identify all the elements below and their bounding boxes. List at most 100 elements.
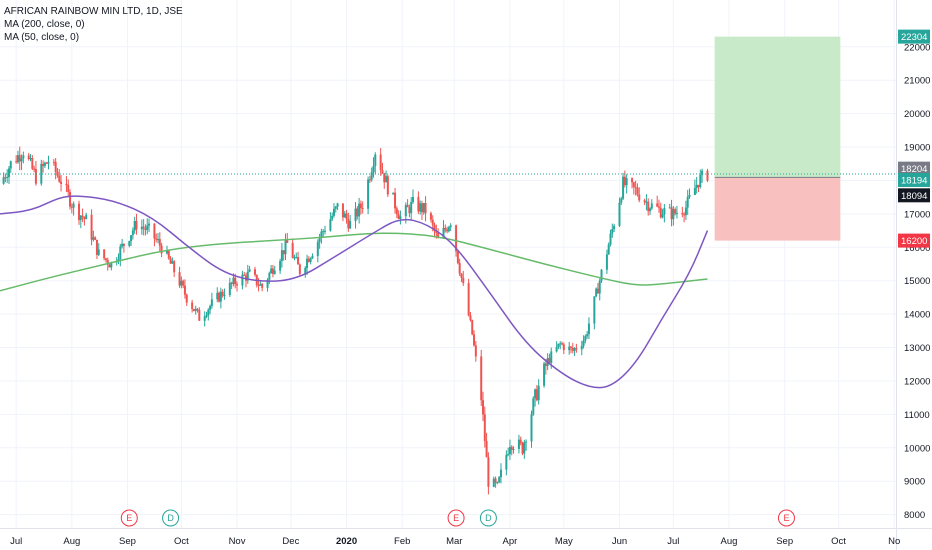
- candle-body: [196, 308, 199, 310]
- candle-body: [67, 184, 70, 193]
- candle-body: [406, 204, 409, 208]
- event-circle: [479, 509, 497, 527]
- price-tick-label: 20000: [904, 109, 930, 120]
- candle-body: [657, 206, 660, 208]
- ma50-legend[interactable]: MA (50, close, 0): [4, 32, 80, 43]
- candle-body: [361, 207, 364, 209]
- candle-body: [480, 356, 483, 401]
- candle-body: [167, 250, 170, 259]
- candle-body: [706, 170, 709, 181]
- candle-body: [198, 309, 201, 321]
- candle-body: [632, 182, 635, 187]
- candle-body: [485, 441, 488, 458]
- candle-body: [600, 269, 603, 281]
- price-tick-label: 17000: [904, 209, 930, 220]
- candle-body: [408, 207, 411, 214]
- symbol-title[interactable]: AFRICAN RAINBOW MIN LTD, 1D, JSE: [4, 6, 183, 17]
- candle-body: [121, 243, 124, 247]
- candle-body: [306, 258, 309, 268]
- candle-body: [341, 203, 344, 218]
- candle-body: [282, 250, 285, 255]
- candle-body: [279, 260, 282, 271]
- candle-body: [530, 414, 533, 442]
- earnings-event-marker[interactable]: E: [447, 509, 465, 527]
- event-letter: D: [167, 513, 174, 523]
- candle-body: [295, 257, 298, 259]
- candle-body: [266, 279, 269, 288]
- candle-body: [649, 208, 652, 212]
- moving-averages: [0, 195, 709, 389]
- earnings-event-marker[interactable]: E: [777, 509, 795, 527]
- candle-body: [133, 220, 136, 231]
- candle-body: [345, 213, 348, 220]
- time-tick-label: Sep: [776, 536, 793, 547]
- candle-body: [234, 277, 237, 285]
- event-circle: [120, 509, 138, 527]
- candle-body: [429, 213, 432, 220]
- ma50-line: [0, 195, 709, 389]
- candle-body: [90, 214, 93, 240]
- candle-body: [544, 363, 547, 366]
- candle-body: [410, 201, 413, 214]
- event-letter: E: [783, 513, 789, 523]
- candle-body: [356, 208, 359, 217]
- candle-body: [431, 219, 434, 225]
- candle-body: [595, 288, 598, 297]
- price-tick-label: 13000: [904, 343, 930, 354]
- candle-body: [668, 207, 671, 209]
- candle-body: [43, 162, 46, 166]
- candle-body: [33, 168, 36, 170]
- current-price-tag: [898, 172, 930, 187]
- candle-body: [618, 202, 621, 226]
- long-position-tool[interactable]: [714, 36, 841, 241]
- candle-body: [42, 163, 45, 166]
- candle-body: [291, 242, 294, 258]
- candle-body: [58, 175, 61, 182]
- candle-body: [65, 183, 68, 185]
- candle-body: [699, 174, 702, 188]
- candle-body: [370, 172, 373, 180]
- candle-body: [324, 230, 327, 232]
- candle-body: [205, 315, 208, 317]
- candle-body: [236, 284, 239, 286]
- candle-body: [108, 264, 111, 268]
- candle-body: [83, 217, 86, 220]
- time-tick-label: 2020: [336, 536, 357, 547]
- candle-body: [701, 170, 704, 175]
- candle-body: [207, 309, 210, 316]
- ma200-legend[interactable]: MA (200, close, 0): [4, 19, 85, 30]
- candle-body: [349, 221, 352, 229]
- candle-body: [128, 241, 131, 246]
- candle-body: [537, 385, 540, 401]
- candle-body: [456, 251, 459, 264]
- dividend-event-marker[interactable]: D: [162, 509, 180, 527]
- candle-body: [435, 231, 438, 233]
- candle-body: [507, 454, 510, 456]
- earnings-event-marker[interactable]: E: [120, 509, 138, 527]
- entry-price-tag-text: 18094: [901, 191, 927, 202]
- candle-body: [122, 243, 125, 246]
- candle-body: [561, 343, 564, 345]
- candle-body: [142, 226, 145, 229]
- dividend-event-marker[interactable]: D: [479, 509, 497, 527]
- candle-body: [446, 229, 449, 232]
- candle-body: [460, 273, 463, 278]
- candle-body: [178, 272, 181, 286]
- candle-body: [534, 389, 537, 399]
- candle-body: [20, 158, 23, 162]
- candle-body: [219, 291, 222, 302]
- candle-body: [596, 288, 599, 294]
- candle-body: [368, 179, 371, 181]
- event-circle: [777, 509, 795, 527]
- candle-body: [374, 154, 377, 166]
- candle-body: [185, 294, 188, 303]
- candle-body: [293, 257, 296, 259]
- candle-body: [620, 198, 623, 203]
- time-tick-label: Apr: [503, 536, 518, 547]
- candle-body: [487, 457, 490, 487]
- candle-body: [605, 254, 608, 270]
- candle-body: [496, 482, 499, 484]
- candle-body: [157, 239, 160, 241]
